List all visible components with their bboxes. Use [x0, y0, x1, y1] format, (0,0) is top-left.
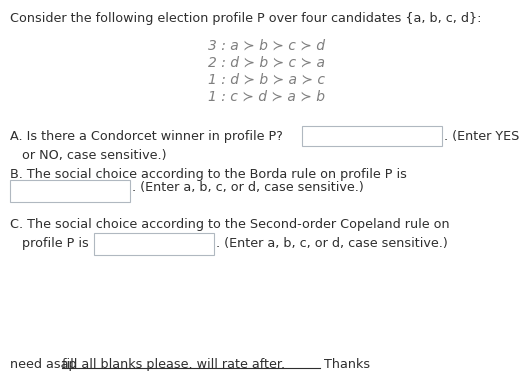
- Text: Consider the following election profile P over four candidates {a, b, c, d}:: Consider the following election profile …: [10, 12, 481, 25]
- Text: 2 : d ≻ b ≻ c ≻ a: 2 : d ≻ b ≻ c ≻ a: [207, 55, 325, 69]
- Text: . (Enter a, b, c, or d, case sensitive.): . (Enter a, b, c, or d, case sensitive.): [216, 237, 448, 250]
- Text: . (Enter a, b, c, or d, case sensitive.): . (Enter a, b, c, or d, case sensitive.): [132, 181, 364, 194]
- Text: 1 : c ≻ d ≻ a ≻ b: 1 : c ≻ d ≻ a ≻ b: [207, 89, 325, 103]
- Text: B. The social choice according to the Borda rule on profile P is: B. The social choice according to the Bo…: [10, 168, 407, 181]
- Text: 1 : d ≻ b ≻ a ≻ c: 1 : d ≻ b ≻ a ≻ c: [207, 72, 325, 86]
- Text: . (Enter YES: . (Enter YES: [444, 130, 519, 143]
- Text: profile P is: profile P is: [10, 237, 89, 250]
- Text: 3 : a ≻ b ≻ c ≻ d: 3 : a ≻ b ≻ c ≻ d: [207, 38, 325, 52]
- Text: A. Is there a Condorcet winner in profile P?: A. Is there a Condorcet winner in profil…: [10, 130, 283, 143]
- Text: fill all blanks please. will rate after.: fill all blanks please. will rate after.: [62, 358, 285, 371]
- Text: need asap: need asap: [10, 358, 81, 371]
- Bar: [94, 233, 214, 255]
- Text: or NO, case sensitive.): or NO, case sensitive.): [10, 149, 167, 162]
- Bar: [302, 126, 442, 146]
- Text: Thanks: Thanks: [320, 358, 370, 371]
- Bar: [10, 180, 130, 202]
- Text: C. The social choice according to the Second-order Copeland rule on: C. The social choice according to the Se…: [10, 218, 450, 231]
